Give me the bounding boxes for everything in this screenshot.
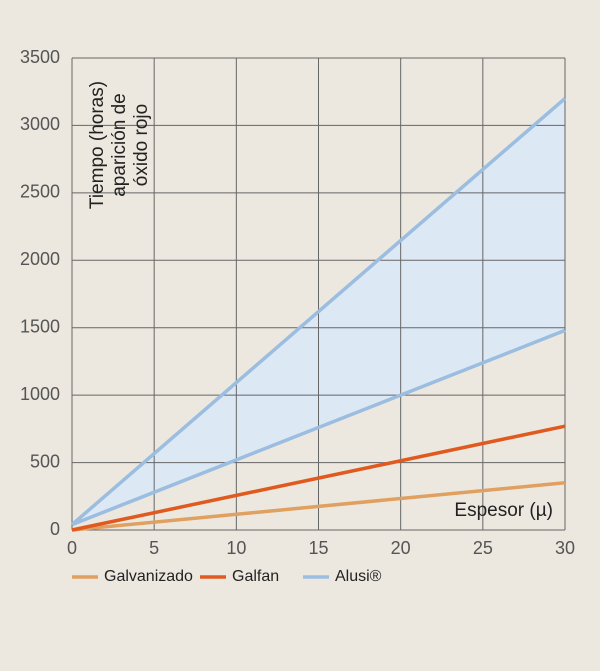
- y-tick-label: 2500: [20, 182, 60, 202]
- x-tick-label: 15: [308, 538, 328, 558]
- x-axis-label: Espesor (µ): [454, 500, 553, 521]
- y-axis-label: Tiempo (horas)aparición deóxido rojo: [87, 81, 152, 209]
- x-tick-label: 10: [226, 538, 246, 558]
- y-axis-label-line: óxido rojo: [131, 104, 152, 186]
- y-axis-label-line: aparición de: [109, 93, 130, 197]
- legend-label: Galvanizado: [104, 568, 193, 585]
- y-axis-label-line: Tiempo (horas): [87, 81, 108, 209]
- y-tick-label: 1500: [20, 316, 60, 336]
- y-tick-label: 1000: [20, 384, 60, 404]
- y-tick-label: 500: [30, 451, 60, 471]
- series-line: [70, 97, 567, 526]
- series-line: [71, 424, 566, 532]
- series-line: [71, 328, 566, 527]
- x-tick-label: 30: [555, 538, 575, 558]
- y-tick-label: 2000: [20, 249, 60, 269]
- x-tick-label: 0: [67, 538, 77, 558]
- series-line: [71, 481, 566, 532]
- y-tick-label: 3000: [20, 114, 60, 134]
- y-tick-label: 0: [50, 519, 60, 539]
- legend-label: Galfan: [232, 568, 279, 585]
- y-tick-label: 3500: [20, 47, 60, 67]
- x-tick-label: 5: [149, 538, 159, 558]
- x-tick-label: 25: [473, 538, 493, 558]
- x-tick-label: 20: [391, 538, 411, 558]
- legend-label: Alusi®: [335, 568, 382, 585]
